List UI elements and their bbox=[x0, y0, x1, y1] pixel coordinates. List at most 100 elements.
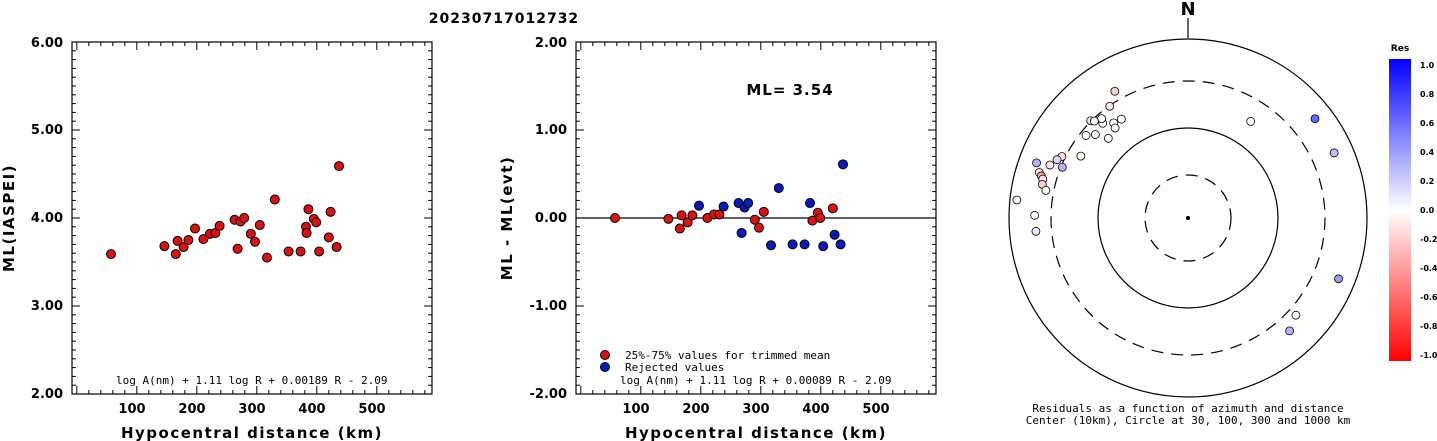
station-point bbox=[1116, 114, 1126, 124]
ring-300km bbox=[1050, 80, 1326, 356]
station-point bbox=[1110, 123, 1120, 133]
y-tick-labels: 2.00 3.00 4.00 5.00 6.00 bbox=[31, 36, 63, 402]
x-tick-labels: 100 200 300 400 500 bbox=[622, 402, 889, 417]
epicenter-marker bbox=[1186, 216, 1190, 220]
formula-annotation: log A(nm) + 1.11 log R + 0.00189 R - 2.0… bbox=[116, 374, 388, 387]
colorbar-label: 0.8 bbox=[1420, 90, 1435, 99]
polar-residual-plot: N Residuals as a function of azimuth and… bbox=[1008, 0, 1368, 427]
y-tick-label: 2.00 bbox=[535, 36, 567, 51]
polar-caption-line-1: Residuals as a function of azimuth and d… bbox=[1032, 402, 1343, 415]
station-point bbox=[1076, 151, 1086, 161]
x-tick-label: 300 bbox=[742, 402, 769, 417]
y-tick-label: -1.00 bbox=[530, 299, 567, 314]
data-point bbox=[331, 242, 342, 253]
x-tick-label: 400 bbox=[298, 402, 325, 417]
tick-marks bbox=[72, 41, 432, 395]
station-point bbox=[1052, 155, 1062, 165]
x-tick-label: 500 bbox=[862, 402, 889, 417]
colorbar-labels: 1.0 0.8 0.6 0.4 0.2 0.0 -0.2 -0.4 -0.6 -… bbox=[1420, 61, 1437, 360]
trimmed-point bbox=[674, 223, 685, 234]
colorbar-label: 0.4 bbox=[1420, 148, 1435, 157]
rejected-point bbox=[773, 183, 784, 194]
y-axis-label: ML - ML(evt) bbox=[498, 156, 516, 280]
trimmed-point bbox=[758, 206, 769, 217]
x-axis-label: Hypocentral distance (km) bbox=[121, 424, 383, 441]
data-point bbox=[183, 235, 194, 245]
legend-marker-trimmed bbox=[600, 350, 610, 360]
data-points bbox=[610, 159, 848, 252]
x-tick-label: 400 bbox=[802, 402, 829, 417]
y-tick-label: 2.00 bbox=[31, 387, 63, 402]
polar-caption-line-2: Center (10km), Circle at 30, 100, 300 an… bbox=[1026, 414, 1351, 427]
ml-value-label: ML= 3.54 bbox=[746, 81, 833, 99]
trimmed-point bbox=[827, 203, 838, 214]
y-axis-label: ML(IASPEI) bbox=[0, 164, 18, 272]
legend-marker-rejected bbox=[600, 362, 610, 372]
colorbar-label: 0.0 bbox=[1420, 206, 1435, 215]
x-tick-label: 200 bbox=[178, 402, 205, 417]
y-tick-label: 3.00 bbox=[31, 299, 63, 314]
y-tick-label: 5.00 bbox=[31, 123, 63, 138]
station-point bbox=[1081, 131, 1091, 140]
colorbar-label: -0.8 bbox=[1420, 322, 1437, 331]
colorbar-label: 0.6 bbox=[1420, 119, 1435, 128]
station-point bbox=[1329, 148, 1339, 158]
station-point bbox=[1045, 160, 1055, 170]
chart-ml-iaspei: 2.00 3.00 4.00 5.00 6.00 100 200 300 400… bbox=[0, 36, 433, 441]
data-point bbox=[303, 204, 314, 215]
x-tick-label: 200 bbox=[682, 402, 709, 417]
data-point bbox=[262, 252, 272, 263]
data-point bbox=[250, 236, 260, 247]
x-tick-labels: 100 200 300 400 500 bbox=[118, 402, 385, 417]
residual-colorbar: Res 1.0 0.8 0.6 0.4 0.2 0.0 -0.2 -0.4 -0… bbox=[1389, 44, 1437, 361]
station-point bbox=[1030, 210, 1040, 220]
data-point bbox=[323, 232, 334, 243]
station-point bbox=[1103, 133, 1113, 143]
station-point bbox=[1334, 274, 1343, 284]
station-point bbox=[1291, 310, 1301, 320]
y-tick-label: 4.00 bbox=[31, 211, 63, 226]
station-point bbox=[1246, 117, 1256, 126]
station-point bbox=[1012, 195, 1022, 205]
station-points bbox=[1012, 86, 1343, 336]
plot-frame bbox=[71, 41, 433, 395]
data-point bbox=[239, 213, 250, 223]
data-point bbox=[170, 249, 181, 260]
rejected-point bbox=[799, 239, 810, 250]
data-point bbox=[190, 223, 200, 234]
x-tick-label: 300 bbox=[238, 402, 265, 417]
ring-1000km bbox=[1008, 38, 1368, 398]
x-tick-label: 100 bbox=[622, 402, 649, 417]
station-point bbox=[1097, 114, 1107, 124]
y-tick-label: 6.00 bbox=[31, 36, 63, 51]
formula-annotation: log A(nm) + 1.11 log R + 0.00089 R - 2.0… bbox=[620, 374, 892, 387]
data-point bbox=[295, 246, 306, 257]
colorbar-label: -0.6 bbox=[1420, 293, 1437, 302]
colorbar-gradient bbox=[1389, 59, 1411, 361]
station-point bbox=[1057, 162, 1067, 172]
legend-label-trimmed: 25%-75% values for trimmed mean bbox=[625, 349, 830, 362]
x-tick-label: 100 bbox=[118, 402, 145, 417]
rejected-point bbox=[736, 227, 747, 238]
figure-title: 20230717012732 bbox=[429, 11, 579, 27]
data-point bbox=[314, 246, 325, 257]
legend: 25%-75% values for trimmed mean Rejected… bbox=[600, 349, 830, 374]
y-tick-label: -2.00 bbox=[530, 387, 567, 402]
trimmed-point bbox=[676, 210, 687, 221]
station-point bbox=[1089, 116, 1099, 126]
colorbar-title: Res bbox=[1391, 44, 1409, 54]
rejected-point bbox=[766, 240, 776, 251]
data-point bbox=[245, 228, 256, 239]
legend-label-rejected: Rejected values bbox=[625, 361, 724, 374]
y-tick-labels: -2.00 -1.00 0.00 1.00 2.00 bbox=[530, 36, 567, 402]
station-point bbox=[1285, 326, 1295, 336]
trimmed-point bbox=[687, 210, 698, 221]
north-label: N bbox=[1180, 0, 1195, 20]
data-point bbox=[106, 249, 116, 260]
rejected-point bbox=[829, 229, 840, 240]
data-points bbox=[106, 161, 344, 263]
data-point bbox=[301, 227, 312, 238]
colorbar-label: 0.2 bbox=[1420, 177, 1434, 186]
station-point bbox=[1105, 101, 1115, 111]
rejected-point bbox=[694, 200, 704, 211]
